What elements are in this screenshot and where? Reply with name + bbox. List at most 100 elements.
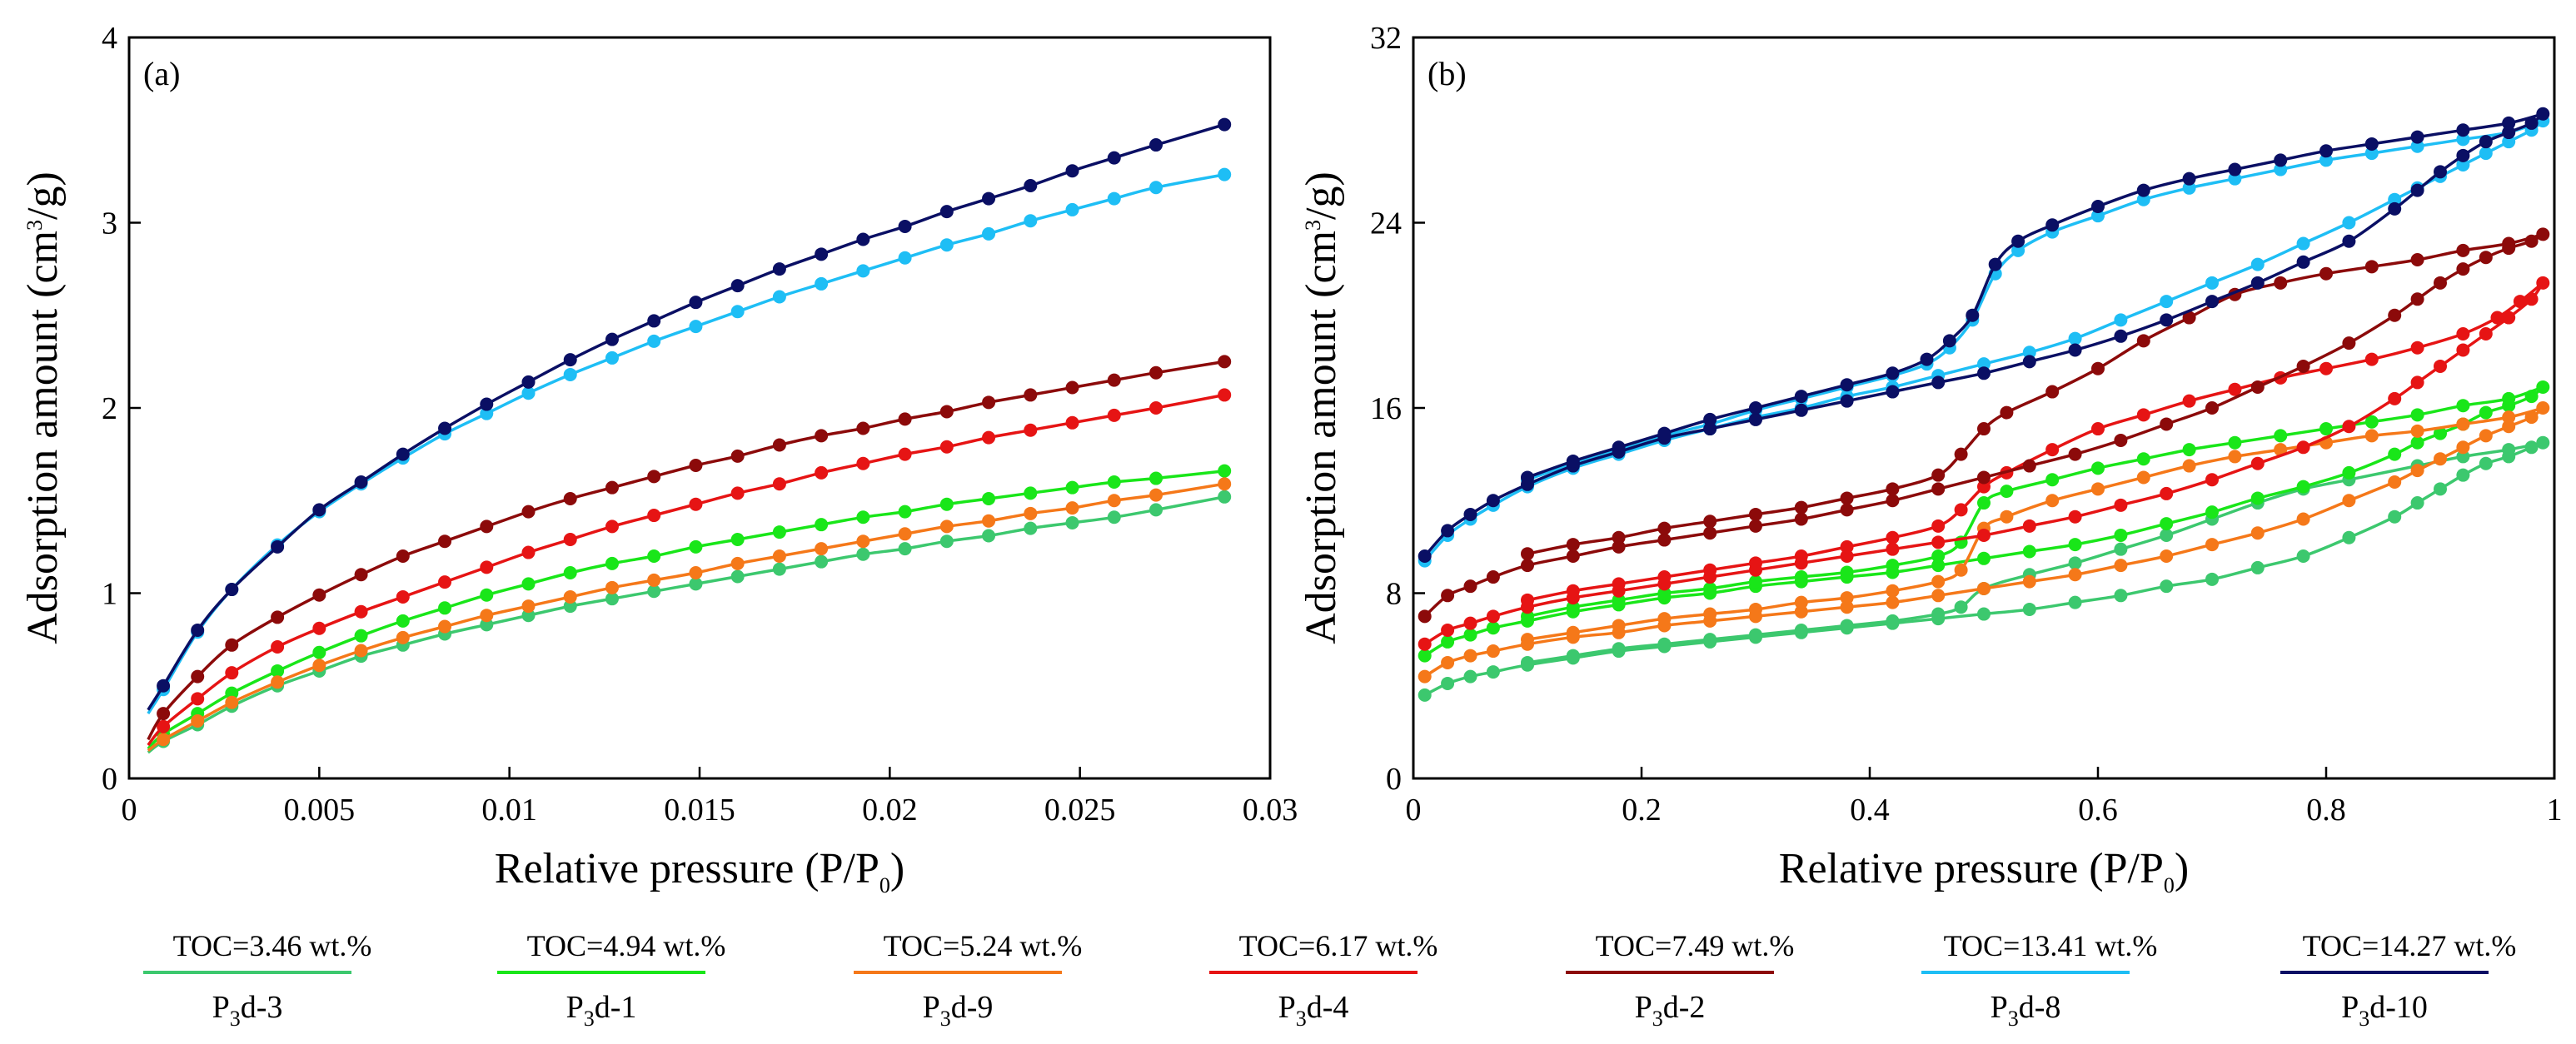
data-point-P3d-4 bbox=[1703, 563, 1717, 577]
data-point-P3d-4 bbox=[2296, 440, 2310, 455]
data-point-P3d-4 bbox=[1107, 408, 1121, 422]
data-point-P3d-10 bbox=[157, 679, 171, 693]
data-point-P3d-4 bbox=[2250, 456, 2265, 470]
panel-a-ticks: 0 0.005 0.01 0.015 0.02 0.025 0.03 0 1 2 3 4 bbox=[102, 21, 1298, 828]
panel-b-y-tick-label: 16 bbox=[1370, 391, 1402, 426]
data-point-P3d-1 bbox=[772, 525, 786, 539]
data-point-P3d-10 bbox=[2434, 165, 2447, 179]
panel-b-y-axis-title-end: /g) bbox=[1298, 172, 1345, 220]
data-point-P3d-10 bbox=[1521, 470, 1534, 485]
data-point-P3d-1 bbox=[438, 601, 452, 615]
data-point-P3d-9 bbox=[1418, 669, 1432, 684]
data-point-P3d-1 bbox=[1149, 471, 1163, 485]
data-point-P3d-9 bbox=[2091, 482, 2105, 496]
data-point-P3d-2 bbox=[2068, 447, 2082, 461]
data-point-P3d-9 bbox=[2160, 549, 2174, 563]
data-point-P3d-2 bbox=[1931, 482, 1946, 496]
data-point-P3d-4 bbox=[2479, 327, 2493, 341]
data-point-P3d-9 bbox=[2502, 420, 2516, 434]
data-point-P3d-9 bbox=[1977, 581, 1991, 595]
data-point-P3d-10 bbox=[1218, 117, 1232, 132]
data-point-P3d-8 bbox=[898, 251, 912, 265]
data-point-P3d-3 bbox=[521, 609, 536, 623]
panel-b-x-tick-label: 0.2 bbox=[1622, 793, 1662, 828]
data-point-P3d-2 bbox=[856, 421, 870, 435]
data-point-P3d-2 bbox=[1521, 559, 1534, 573]
data-point-P3d-1 bbox=[1418, 649, 1432, 663]
data-point-P3d-2 bbox=[1840, 503, 1854, 517]
data-point-P3d-4 bbox=[191, 692, 205, 706]
data-point-P3d-2 bbox=[2114, 433, 2128, 447]
data-point-P3d-1 bbox=[1612, 593, 1626, 607]
data-point-P3d-9 bbox=[815, 542, 829, 556]
data-point-P3d-8 bbox=[2182, 181, 2196, 195]
data-point-P3d-10 bbox=[225, 583, 239, 597]
data-point-P3d-4 bbox=[2160, 486, 2174, 500]
data-point-P3d-10 bbox=[2091, 200, 2105, 214]
data-point-P3d-1 bbox=[521, 577, 536, 591]
panel-b-label: (b) bbox=[1428, 55, 1467, 92]
data-point-P3d-10 bbox=[1703, 422, 1717, 436]
data-point-P3d-2 bbox=[312, 588, 326, 602]
data-point-P3d-10 bbox=[2274, 153, 2288, 167]
data-point-P3d-3 bbox=[1566, 649, 1580, 663]
series-P3d-10 bbox=[147, 117, 1232, 711]
data-point-P3d-2 bbox=[1886, 482, 1900, 496]
data-point-P3d-1 bbox=[982, 492, 996, 506]
data-point-P3d-4 bbox=[480, 560, 494, 574]
data-point-P3d-8 bbox=[2011, 243, 2025, 257]
data-point-P3d-3 bbox=[2388, 510, 2402, 524]
data-point-P3d-1 bbox=[1977, 551, 1991, 565]
data-point-P3d-10 bbox=[438, 421, 452, 435]
data-point-P3d-2 bbox=[730, 449, 745, 463]
data-point-P3d-3 bbox=[2068, 556, 2082, 570]
data-point-P3d-10 bbox=[521, 375, 536, 389]
data-point-P3d-8 bbox=[772, 290, 786, 304]
panel-a-y-tick-label: 1 bbox=[102, 577, 117, 612]
data-point-P3d-2 bbox=[1024, 388, 1038, 402]
data-point-P3d-3 bbox=[730, 569, 745, 584]
data-point-P3d-1 bbox=[2228, 435, 2242, 450]
data-point-P3d-9 bbox=[521, 599, 536, 614]
data-point-P3d-10 bbox=[1886, 385, 1900, 399]
data-point-P3d-10 bbox=[1657, 426, 1672, 440]
data-point-P3d-2 bbox=[2410, 253, 2424, 266]
series-P3d-3 bbox=[1418, 435, 2550, 702]
data-point-P3d-10 bbox=[2502, 116, 2516, 130]
data-point-P3d-1 bbox=[2388, 447, 2402, 461]
data-point-P3d-2 bbox=[1418, 609, 1432, 624]
data-point-P3d-2 bbox=[982, 395, 996, 410]
data-point-P3d-1 bbox=[2502, 391, 2516, 405]
data-point-P3d-9 bbox=[898, 527, 912, 541]
data-point-P3d-8 bbox=[480, 406, 494, 420]
data-point-P3d-3 bbox=[772, 562, 786, 576]
data-point-P3d-9 bbox=[563, 589, 577, 604]
legend-sample-name: P3d-8 bbox=[1991, 990, 2061, 1031]
data-point-P3d-2 bbox=[1749, 507, 1762, 521]
data-point-P3d-10 bbox=[563, 353, 577, 367]
data-point-P3d-3 bbox=[2296, 549, 2310, 563]
series-P3d-4 bbox=[147, 388, 1232, 747]
data-point-P3d-10 bbox=[2410, 130, 2424, 144]
data-point-P3d-8 bbox=[2091, 209, 2105, 223]
data-point-P3d-1 bbox=[1840, 565, 1854, 579]
data-point-P3d-4 bbox=[2114, 498, 2128, 512]
data-point-P3d-9 bbox=[2228, 450, 2242, 464]
data-point-P3d-4 bbox=[856, 456, 870, 470]
data-point-P3d-9 bbox=[2410, 464, 2424, 478]
panel-a-y-axis-title: Adsorption amount (cm3/g) bbox=[19, 172, 67, 644]
series-line-adsorption-P3d-4 bbox=[147, 393, 1225, 747]
panel-a-x-axis-title-sub: 0 bbox=[879, 873, 890, 897]
legend-item: TOC=6.17 wt.% P3d-4 bbox=[1209, 929, 1437, 1031]
panel-a-frame bbox=[127, 36, 1272, 780]
data-point-P3d-9 bbox=[2434, 452, 2447, 466]
data-point-P3d-2 bbox=[2342, 336, 2356, 350]
data-point-P3d-2 bbox=[2456, 262, 2470, 276]
data-point-P3d-4 bbox=[2182, 394, 2196, 408]
panel-b-y-axis-title-sup: 3 bbox=[1301, 220, 1325, 231]
data-point-P3d-3 bbox=[1107, 510, 1121, 524]
panel-b-y-axis-title-main: Adsorption amount (cm bbox=[1298, 231, 1345, 644]
data-point-P3d-3 bbox=[1024, 521, 1038, 535]
data-point-P3d-3 bbox=[1794, 624, 1808, 637]
data-point-P3d-9 bbox=[1441, 655, 1455, 669]
